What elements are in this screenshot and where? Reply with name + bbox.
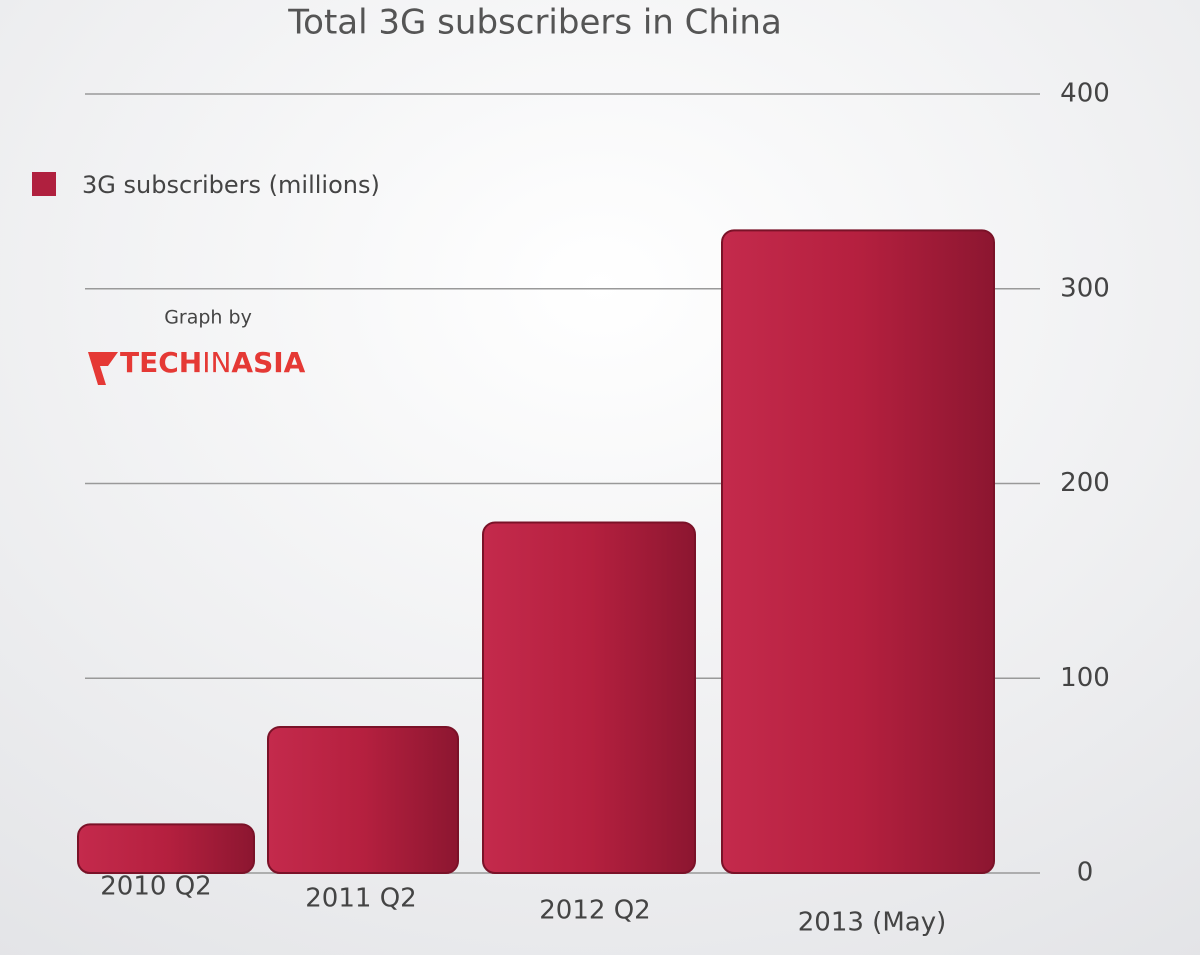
bar xyxy=(267,725,459,874)
y-tick-label: 100 xyxy=(1060,663,1110,693)
brand-text: TECHINASIA xyxy=(120,346,306,379)
y-tick-label: 0 xyxy=(1077,858,1094,888)
y-tick-label: 300 xyxy=(1060,273,1110,303)
bar xyxy=(721,229,995,874)
y-tick-label: 400 xyxy=(1060,79,1110,109)
x-tick-label: 2012 Q2 xyxy=(539,896,650,926)
x-tick-label: 2013 (May) xyxy=(798,908,946,938)
brand-part: ASIA xyxy=(231,346,305,379)
legend-label: 3G subscribers (millions) xyxy=(82,171,380,199)
credit-text: Graph by xyxy=(164,307,252,329)
brand-icon xyxy=(88,352,118,385)
y-tick-label: 200 xyxy=(1060,468,1110,498)
brand-part: IN xyxy=(202,346,231,379)
x-tick-label: 2011 Q2 xyxy=(305,884,416,914)
bar xyxy=(482,521,696,874)
brand-logo: TECHINASIA xyxy=(88,346,306,385)
x-tick-label: 2010 Q2 xyxy=(100,872,211,902)
bar xyxy=(77,823,255,874)
chart-title: Total 3G subscribers in China xyxy=(287,3,782,43)
brand-part: TECH xyxy=(120,346,202,379)
legend-swatch xyxy=(32,172,56,196)
